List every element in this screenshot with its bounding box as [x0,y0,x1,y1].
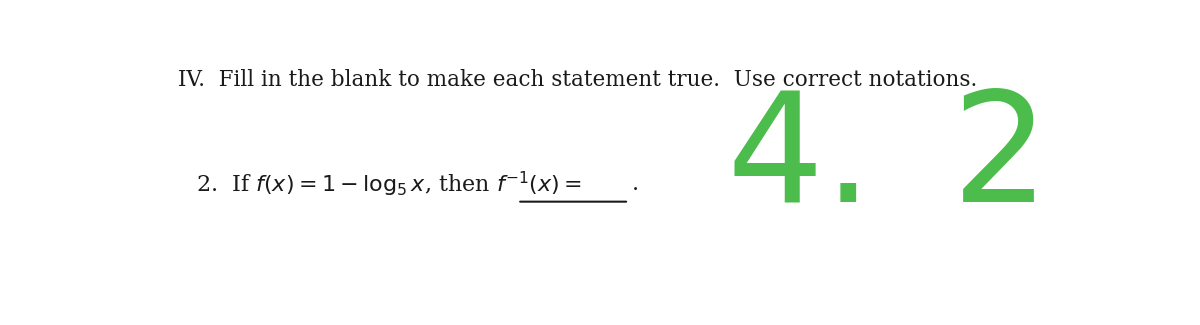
Text: 2.  If $f(x) = 1 - \log_5 x$, then $f^{-1}(x) =$: 2. If $f(x) = 1 - \log_5 x$, then $f^{-1… [197,170,582,199]
Text: .: . [631,173,638,195]
Text: IV.  Fill in the blank to make each statement true.  Use correct notations.: IV. Fill in the blank to make each state… [178,69,977,91]
Text: $\it{4.\ 2}$: $\it{4.\ 2}$ [726,84,1034,234]
